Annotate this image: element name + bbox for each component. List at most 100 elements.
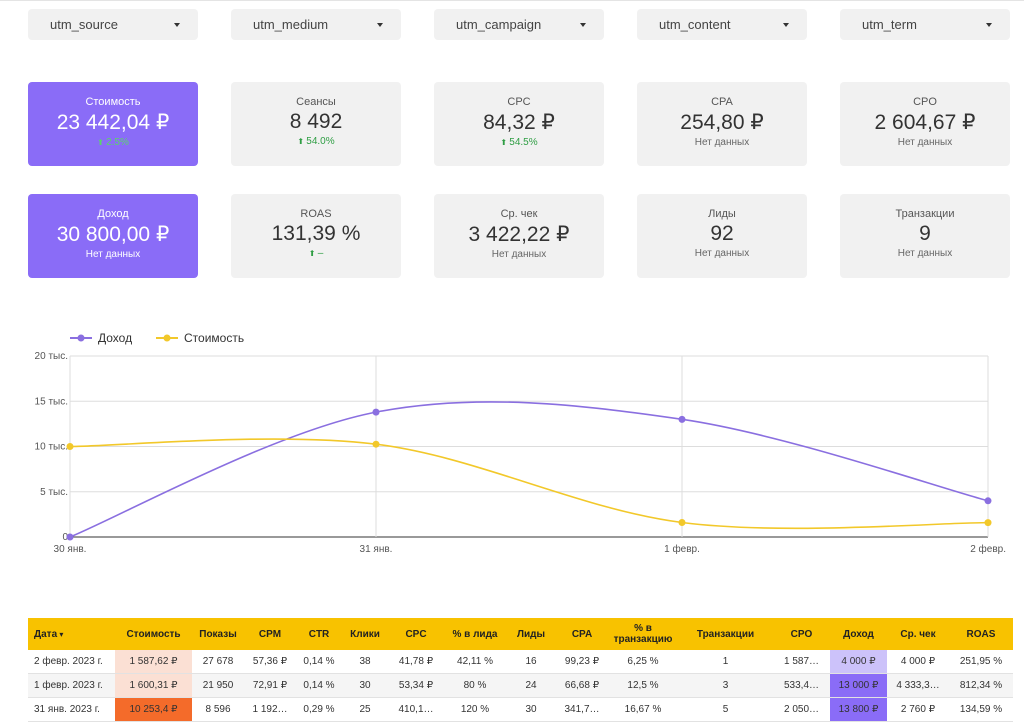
filter-dropdown[interactable]: utm_source — [28, 9, 198, 40]
table-row: 31 янв. 2023 г. 10 253,4 ₽8 596 1 192… 0,29… — [28, 697, 1013, 722]
table-row: 1 февр. 2023 г. 1 600,31 ₽21 950 72,91 ₽0,… — [28, 673, 1013, 698]
point — [984, 497, 992, 505]
column-header: Лиды — [506, 618, 556, 650]
table-cell: 2 050… — [773, 697, 830, 722]
kpi-label: CPC — [507, 96, 531, 108]
table-cell: 31 янв. 2023 г. — [28, 697, 115, 722]
table-cell: 27 678 — [192, 650, 244, 674]
table-cell: 6,25 % — [608, 650, 678, 674]
kpi-value: 131,39 % — [271, 222, 361, 245]
kpi-change: 54.5% — [434, 137, 604, 148]
point — [66, 443, 74, 450]
kpi-label: Стоимость — [85, 96, 141, 108]
kpi-note: Нет данных — [897, 248, 953, 259]
kpi-value: 23 442,04 ₽ — [56, 111, 170, 134]
column-header: CPM — [244, 618, 296, 650]
table-cell: 38 — [342, 650, 388, 674]
table-cell: 80 % — [444, 673, 506, 698]
column-header: % в лида — [444, 618, 506, 650]
table-cell: 4 333,3… — [887, 673, 949, 698]
point — [678, 415, 686, 423]
table-cell: 30 — [506, 697, 556, 722]
table-cell: 3 — [678, 673, 773, 698]
point — [984, 519, 992, 527]
kpi-value: 3 422,22 ₽ — [468, 223, 570, 246]
legend-dot — [163, 334, 171, 342]
kpi-change: – — [231, 248, 401, 259]
kpi-card: CPA 254,80 ₽ Нет данных — [637, 82, 807, 166]
x-tick-label: 30 янв. — [54, 544, 87, 555]
filter-dropdown[interactable]: utm_content — [637, 9, 807, 40]
point — [372, 408, 380, 416]
table-cell: 5 — [678, 697, 773, 722]
table-cell: 41,78 ₽ — [388, 650, 444, 674]
kpi-note: Нет данных — [85, 249, 141, 260]
kpi-change: 2.5% — [28, 137, 198, 148]
table-cell: 0,14 % — [296, 650, 342, 674]
column-header: ROAS — [949, 618, 1013, 650]
y-tick-label: 15 тыс. — [35, 396, 68, 407]
kpi-value: 8 492 — [289, 110, 343, 133]
kpi-label: Сеансы — [296, 96, 336, 108]
column-header: Транзакции — [678, 618, 773, 650]
table-cell: 24 — [506, 673, 556, 698]
column-header: CTR — [296, 618, 342, 650]
table-cell: 99,23 ₽ — [556, 650, 608, 674]
kpi-card: Транзакции 9 Нет данных — [840, 194, 1010, 278]
table-cell: 1 — [678, 650, 773, 674]
y-tick-label: 10 тыс. — [35, 442, 68, 453]
kpi-card: Лиды 92 Нет данных — [637, 194, 807, 278]
table-cell: 1 587,62 ₽ — [115, 650, 192, 674]
kpi-note: Нет данных — [491, 249, 547, 260]
column-header: CPO — [773, 618, 830, 650]
table-cell: 0,14 % — [296, 673, 342, 698]
table-cell: 1 600,31 ₽ — [115, 673, 192, 698]
column-header[interactable]: Дата — [28, 618, 115, 650]
kpi-label: Ср. чек — [500, 208, 538, 220]
table-cell: 120 % — [444, 697, 506, 722]
kpi-card: CPC 84,32 ₽ 54.5% — [434, 82, 604, 166]
kpi-note: Нет данных — [694, 137, 750, 148]
kpi-label: Лиды — [708, 208, 736, 220]
kpi-card: CPO 2 604,67 ₽ Нет данных — [840, 82, 1010, 166]
point — [372, 440, 380, 448]
point — [678, 519, 686, 527]
column-header: Доход — [830, 618, 887, 650]
table-cell: 57,36 ₽ — [244, 650, 296, 674]
y-tick-label: 0 — [62, 532, 68, 543]
column-header: CPC — [388, 618, 444, 650]
header-row: ДатаСтоимостьПоказыCPMCTRКликиCPC% в лид… — [28, 618, 1013, 650]
table-cell: 10 253,4 ₽ — [115, 697, 192, 722]
y-tick-label: 5 тыс. — [40, 487, 68, 498]
y-tick-label: 20 тыс. — [35, 351, 68, 362]
column-header: % в транзакцию — [608, 618, 678, 650]
filter-dropdown[interactable]: utm_term — [840, 9, 1010, 40]
table-cell: 1 февр. 2023 г. — [28, 673, 115, 698]
kpi-card: Сеансы 8 492 54.0% — [231, 82, 401, 166]
table-cell: 341,7… — [556, 697, 608, 722]
filter-dropdown[interactable]: utm_campaign — [434, 9, 604, 40]
table-cell: 812,34 % — [949, 673, 1013, 698]
series-line — [69, 401, 989, 538]
table-cell: 4 000 ₽ — [887, 650, 949, 674]
table-cell: 42,11 % — [444, 650, 506, 674]
kpi-value: 30 800,00 ₽ — [56, 223, 170, 246]
table-cell: 1 587… — [773, 650, 830, 674]
column-header: Стоимость — [115, 618, 192, 650]
filter-dropdown[interactable]: utm_medium — [231, 9, 401, 40]
kpi-value: 92 — [710, 222, 734, 245]
kpi-value: 2 604,67 ₽ — [874, 111, 976, 134]
table-cell: 2 760 ₽ — [887, 697, 949, 722]
kpi-note: Нет данных — [897, 137, 953, 148]
table-cell: 8 596 — [192, 697, 244, 722]
kpi-label: CPO — [913, 96, 937, 108]
table-cell: 13 000 ₽ — [830, 673, 887, 698]
table-cell: 53,34 ₽ — [388, 673, 444, 698]
kpi-label: Транзакции — [895, 208, 955, 220]
table-cell: 16,67 % — [608, 697, 678, 722]
table-cell: 16 — [506, 650, 556, 674]
x-tick-label: 2 февр. — [970, 543, 1006, 555]
table-cell: 533,4… — [773, 673, 830, 698]
kpi-note: Нет данных — [694, 248, 750, 259]
legend-dot — [77, 334, 85, 342]
